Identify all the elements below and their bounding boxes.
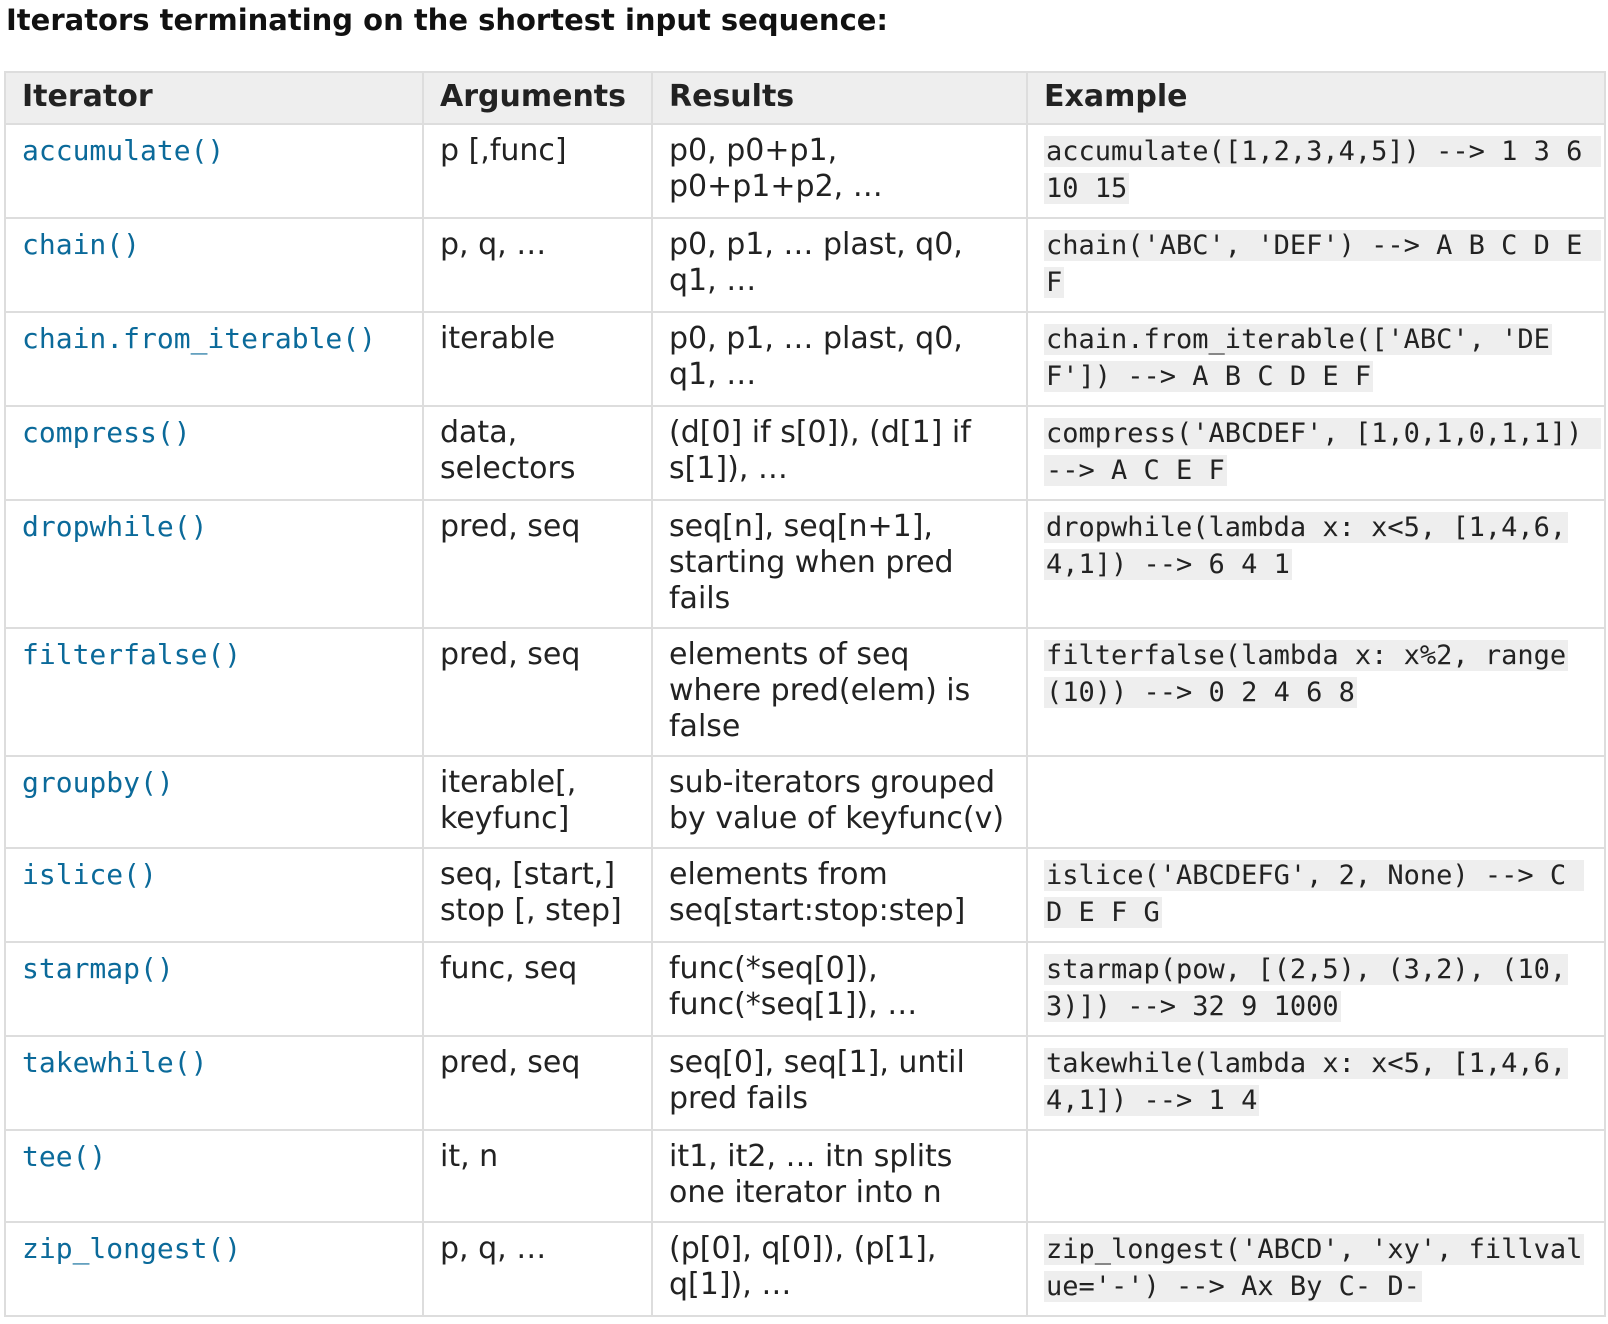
arguments-cell: pred, seq [422, 499, 653, 629]
example-cell: zip_longest('ABCD', 'xy', fillvalue='-')… [1026, 1221, 1606, 1317]
iterator-cell: tee() [4, 1129, 424, 1223]
iterator-link[interactable]: zip_longest() [22, 1232, 242, 1265]
iterator-cell: dropwhile() [4, 499, 424, 629]
table-header-row: Iterator Arguments Results Example [4, 71, 1606, 125]
example-cell: dropwhile(lambda x: x<5, [1,4,6,4,1]) --… [1026, 499, 1606, 629]
iterator-link[interactable]: chain.from_iterable() [22, 322, 377, 355]
iterator-cell: chain.from_iterable() [4, 311, 424, 407]
example-cell [1026, 755, 1606, 849]
table-row: dropwhile() pred, seq seq[n], seq[n+1], st… [4, 499, 1606, 629]
iterator-link[interactable]: starmap() [22, 952, 174, 985]
results-cell: func(*seq[0]), func(*seq[1]), … [651, 941, 1028, 1037]
example-code: takewhile(lambda x: x<5, [1,4,6,4,1]) --… [1044, 1048, 1569, 1116]
iterator-link[interactable]: islice() [22, 858, 157, 891]
table-row: groupby() iterable[, keyfunc] sub-iterator… [4, 755, 1606, 849]
arguments-cell: pred, seq [422, 1035, 653, 1131]
header-arguments: Arguments [422, 71, 653, 125]
table-row: islice() seq, [start,] stop [, step] eleme… [4, 847, 1606, 943]
example-code: accumulate([1,2,3,4,5]) --> 1 3 6 10 15 [1044, 136, 1601, 204]
results-cell: elements from seq[start:stop:step] [651, 847, 1028, 943]
example-code: dropwhile(lambda x: x<5, [1,4,6,4,1]) --… [1044, 512, 1569, 580]
table-row: filterfalse() pred, seq elements of seq wh… [4, 627, 1606, 757]
iterator-link[interactable]: groupby() [22, 766, 174, 799]
results-cell: p0, p1, … plast, q0, q1, … [651, 311, 1028, 407]
iterator-cell: takewhile() [4, 1035, 424, 1131]
example-cell: filterfalse(lambda x: x%2, range(10)) --… [1026, 627, 1606, 757]
header-example: Example [1026, 71, 1606, 125]
arguments-cell: p [,func] [422, 123, 653, 219]
arguments-cell: iterable [422, 311, 653, 407]
arguments-cell: iterable[, keyfunc] [422, 755, 653, 849]
table-row: chain() p, q, … p0, p1, … plast, q0, q1, …… [4, 217, 1606, 313]
header-iterator: Iterator [4, 71, 424, 125]
arguments-cell: seq, [start,] stop [, step] [422, 847, 653, 943]
iterator-cell: islice() [4, 847, 424, 943]
results-cell: seq[n], seq[n+1], starting when pred fai… [651, 499, 1028, 629]
header-results: Results [651, 71, 1028, 125]
table-row: chain.from_iterable() iterable p0, p1, … p… [4, 311, 1606, 407]
example-cell: islice('ABCDEFG', 2, None) --> C D E F G [1026, 847, 1606, 943]
table-row: starmap() func, seq func(*seq[0]), func(*s… [4, 941, 1606, 1037]
table-row: accumulate() p [,func] p0, p0+p1, p0+p1+p2… [4, 123, 1606, 219]
table-row: compress() data, selectors (d[0] if s[0]),… [4, 405, 1606, 501]
arguments-cell: it, n [422, 1129, 653, 1223]
iterator-cell: groupby() [4, 755, 424, 849]
results-cell: p0, p0+p1, p0+p1+p2, … [651, 123, 1028, 219]
example-code: compress('ABCDEF', [1,0,1,0,1,1]) --> A … [1044, 418, 1601, 486]
iterator-link[interactable]: takewhile() [22, 1046, 208, 1079]
results-cell: sub-iterators grouped by value of keyfun… [651, 755, 1028, 849]
example-code: chain.from_iterable(['ABC', 'DEF']) --> … [1044, 324, 1552, 392]
iterators-table: Iterator Arguments Results Example accum… [4, 71, 1606, 1317]
table-row: tee() it, n it1, it2, … itn splits one ite… [4, 1129, 1606, 1223]
arguments-cell: p, q, … [422, 217, 653, 313]
iterator-cell: starmap() [4, 941, 424, 1037]
iterator-cell: accumulate() [4, 123, 424, 219]
results-cell: (d[0] if s[0]), (d[1] if s[1]), … [651, 405, 1028, 501]
table-body: accumulate() p [,func] p0, p0+p1, p0+p1+p2… [4, 123, 1606, 1317]
table-row: takewhile() pred, seq seq[0], seq[1], unti… [4, 1035, 1606, 1131]
iterator-link[interactable]: filterfalse() [22, 638, 242, 671]
table-row: zip_longest() p, q, … (p[0], q[0]), (p[1],… [4, 1221, 1606, 1317]
iterator-cell: chain() [4, 217, 424, 313]
results-cell: it1, it2, … itn splits one iterator into… [651, 1129, 1028, 1223]
arguments-cell: p, q, … [422, 1221, 653, 1317]
example-cell: takewhile(lambda x: x<5, [1,4,6,4,1]) --… [1026, 1035, 1606, 1131]
arguments-cell: func, seq [422, 941, 653, 1037]
example-cell: chain('ABC', 'DEF') --> A B C D E F [1026, 217, 1606, 313]
iterator-link[interactable]: dropwhile() [22, 510, 208, 543]
iterator-cell: filterfalse() [4, 627, 424, 757]
example-cell: starmap(pow, [(2,5), (3,2), (10,3)]) -->… [1026, 941, 1606, 1037]
example-cell: compress('ABCDEF', [1,0,1,0,1,1]) --> A … [1026, 405, 1606, 501]
example-code: islice('ABCDEFG', 2, None) --> C D E F G [1044, 860, 1585, 928]
example-code: filterfalse(lambda x: x%2, range(10)) --… [1044, 640, 1569, 708]
example-cell: accumulate([1,2,3,4,5]) --> 1 3 6 10 15 [1026, 123, 1606, 219]
example-code: zip_longest('ABCD', 'xy', fillvalue='-')… [1044, 1234, 1585, 1302]
example-code: chain('ABC', 'DEF') --> A B C D E F [1044, 230, 1601, 298]
iterator-link[interactable]: compress() [22, 416, 191, 449]
iterator-link[interactable]: chain() [22, 228, 141, 261]
iterator-cell: compress() [4, 405, 424, 501]
arguments-cell: pred, seq [422, 627, 653, 757]
example-cell [1026, 1129, 1606, 1223]
example-code: starmap(pow, [(2,5), (3,2), (10,3)]) -->… [1044, 954, 1569, 1022]
iterator-link[interactable]: accumulate() [22, 134, 225, 167]
iterator-link[interactable]: tee() [22, 1140, 107, 1173]
iterator-cell: zip_longest() [4, 1221, 424, 1317]
example-cell: chain.from_iterable(['ABC', 'DEF']) --> … [1026, 311, 1606, 407]
results-cell: elements of seq where pred(elem) is fals… [651, 627, 1028, 757]
section-heading: Iterators terminating on the shortest in… [6, 3, 889, 37]
results-cell: p0, p1, … plast, q0, q1, … [651, 217, 1028, 313]
results-cell: seq[0], seq[1], until pred fails [651, 1035, 1028, 1131]
results-cell: (p[0], q[0]), (p[1], q[1]), … [651, 1221, 1028, 1317]
arguments-cell: data, selectors [422, 405, 653, 501]
